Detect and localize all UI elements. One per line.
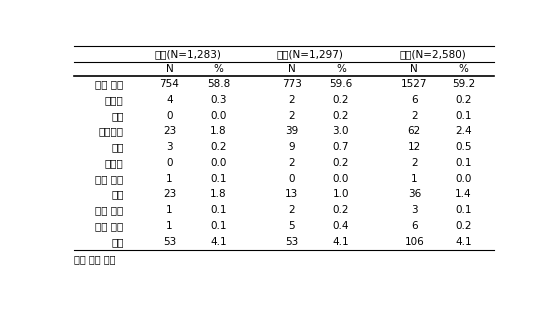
Text: 입술 마름: 입술 마름 [95, 221, 124, 231]
Text: 1.8: 1.8 [210, 189, 227, 199]
Text: %: % [336, 64, 346, 74]
Text: 황달: 황달 [111, 189, 124, 199]
Text: 0.1: 0.1 [455, 158, 471, 168]
Text: 여자(N=1,297): 여자(N=1,297) [277, 49, 343, 59]
Text: 0: 0 [166, 111, 173, 121]
Text: 39: 39 [285, 126, 299, 136]
Text: 2: 2 [289, 95, 295, 105]
Text: 62: 62 [408, 126, 421, 136]
Text: 13: 13 [285, 189, 299, 199]
Text: 남자(N=1,283): 남자(N=1,283) [155, 49, 221, 59]
Text: 58.8: 58.8 [207, 79, 230, 89]
Text: 59.2: 59.2 [452, 79, 475, 89]
Text: 2: 2 [289, 111, 295, 121]
Text: 1527: 1527 [401, 79, 428, 89]
Text: 23: 23 [163, 126, 176, 136]
Text: 합계(N=2,580): 합계(N=2,580) [399, 49, 466, 59]
Text: 754: 754 [160, 79, 179, 89]
Text: %: % [213, 64, 223, 74]
Text: 0.2: 0.2 [332, 158, 349, 168]
Text: 2: 2 [289, 158, 295, 168]
Text: 0.2: 0.2 [455, 221, 471, 231]
Text: 2.4: 2.4 [455, 126, 471, 136]
Text: 0.4: 0.4 [332, 221, 349, 231]
Text: 23: 23 [163, 189, 176, 199]
Text: 0.1: 0.1 [210, 205, 227, 215]
Text: 안구 건조: 안구 건조 [95, 205, 124, 215]
Text: 0: 0 [289, 174, 295, 184]
Text: 0.5: 0.5 [455, 142, 471, 152]
Text: 0.2: 0.2 [332, 95, 349, 105]
Text: 1: 1 [166, 174, 173, 184]
Text: 0.2: 0.2 [332, 111, 349, 121]
Text: 12: 12 [408, 142, 421, 152]
Text: 오심: 오심 [111, 111, 124, 121]
Text: 2: 2 [411, 158, 418, 168]
Text: N: N [166, 64, 173, 74]
Text: 5: 5 [289, 221, 295, 231]
Text: 3.0: 3.0 [332, 126, 349, 136]
Text: 2: 2 [411, 111, 418, 121]
Text: 피부 발진: 피부 발진 [95, 174, 124, 184]
Text: 근육통: 근육통 [105, 158, 124, 168]
Text: 6: 6 [411, 221, 418, 231]
Text: 0.1: 0.1 [210, 174, 227, 184]
Text: 106: 106 [404, 237, 424, 247]
Text: 0.2: 0.2 [332, 205, 349, 215]
Text: 0.0: 0.0 [333, 174, 349, 184]
Text: 0.1: 0.1 [455, 111, 471, 121]
Text: 1.4: 1.4 [455, 189, 471, 199]
Text: 0: 0 [166, 158, 173, 168]
Text: 4: 4 [166, 95, 173, 105]
Text: 4.1: 4.1 [332, 237, 349, 247]
Text: 증상 없음: 증상 없음 [95, 79, 124, 89]
Text: 0.0: 0.0 [211, 111, 227, 121]
Text: 0.3: 0.3 [210, 95, 227, 105]
Text: 53: 53 [163, 237, 176, 247]
Text: 773: 773 [282, 79, 302, 89]
Text: 1: 1 [166, 205, 173, 215]
Text: 36: 36 [408, 189, 421, 199]
Text: N: N [411, 64, 418, 74]
Text: 2: 2 [289, 205, 295, 215]
Text: %: % [458, 64, 468, 74]
Text: 53: 53 [285, 237, 299, 247]
Text: 1: 1 [411, 174, 418, 184]
Text: 0.0: 0.0 [211, 158, 227, 168]
Text: 4.1: 4.1 [455, 237, 471, 247]
Text: 3: 3 [411, 205, 418, 215]
Text: 0.7: 0.7 [332, 142, 349, 152]
Text: N: N [288, 64, 296, 74]
Text: 0.2: 0.2 [210, 142, 227, 152]
Text: 9: 9 [289, 142, 295, 152]
Text: 가려움: 가려움 [105, 95, 124, 105]
Text: 0.1: 0.1 [210, 221, 227, 231]
Text: 0.0: 0.0 [455, 174, 471, 184]
Text: 0.1: 0.1 [455, 205, 471, 215]
Text: 6: 6 [411, 95, 418, 105]
Text: 0.2: 0.2 [455, 95, 471, 105]
Text: 복부불편: 복부불편 [99, 126, 124, 136]
Text: 1.8: 1.8 [210, 126, 227, 136]
Text: 1.0: 1.0 [332, 189, 349, 199]
Text: 몸살: 몸살 [111, 142, 124, 152]
Text: 중복 응답 포함: 중복 응답 포함 [74, 254, 115, 264]
Text: 기타: 기타 [111, 237, 124, 247]
Text: 4.1: 4.1 [210, 237, 227, 247]
Text: 1: 1 [166, 221, 173, 231]
Text: 3: 3 [166, 142, 173, 152]
Text: 59.6: 59.6 [329, 79, 352, 89]
